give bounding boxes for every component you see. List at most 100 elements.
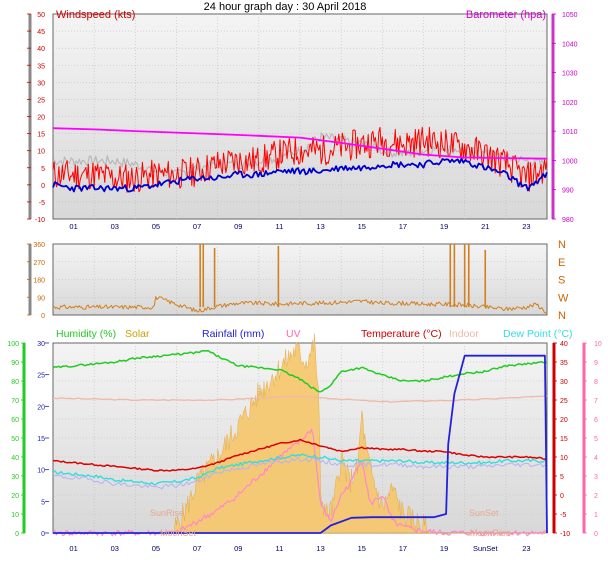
tick-label: 0 xyxy=(594,531,598,538)
tick-label: 20 xyxy=(11,493,19,500)
tick-label: 4 xyxy=(594,455,598,462)
tick-label: 5 xyxy=(41,166,45,173)
tick-label: 30 xyxy=(560,379,568,386)
tick-label: 10 xyxy=(560,455,568,462)
tick-label: 15 xyxy=(37,132,45,139)
tick-label: 10 xyxy=(37,468,45,475)
tick-label: 30 xyxy=(37,341,45,348)
legend-solar: Solar xyxy=(125,328,150,340)
x-tick-label: 23 xyxy=(522,544,530,553)
tick-label: 980 xyxy=(562,217,574,224)
tick-label: 10 xyxy=(11,512,19,519)
tick-label: -10 xyxy=(35,217,45,224)
tick-label: 10 xyxy=(594,341,602,348)
tick-label: 1040 xyxy=(562,41,578,48)
tick-label: 100 xyxy=(7,341,19,348)
x-tick-label: 05 xyxy=(152,222,160,231)
compass-label: S xyxy=(558,275,565,287)
tick-label: 40 xyxy=(37,46,45,53)
x-tick-label: 03 xyxy=(111,222,119,231)
tick-label: 0 xyxy=(560,493,564,500)
x-tick-label: 01 xyxy=(69,544,77,553)
tick-label: 2 xyxy=(594,493,598,500)
x-tick-label: 09 xyxy=(234,544,242,553)
annotation-sunset: SunSet xyxy=(469,508,499,518)
tick-label: 30 xyxy=(11,474,19,481)
tick-label: 0 xyxy=(41,183,45,190)
tick-label: 360 xyxy=(33,242,45,249)
tick-label: 0 xyxy=(15,531,19,538)
tick-label: 30 xyxy=(37,80,45,87)
tick-label: 25 xyxy=(560,398,568,405)
tick-label: 7 xyxy=(594,398,598,405)
tick-label: 0 xyxy=(41,531,45,538)
tick-label: -5 xyxy=(39,200,45,207)
x-tick-label: 11 xyxy=(276,222,284,231)
tick-label: 0 xyxy=(41,313,45,320)
x-tick-label: 19 xyxy=(440,222,448,231)
x-tick-label: 07 xyxy=(193,222,201,231)
x-tick-label: 17 xyxy=(399,222,407,231)
legend-rainfall: Rainfall (mm) xyxy=(202,328,264,340)
barometer-axis-title: Barometer (hpa) xyxy=(466,9,546,21)
x-tick-label: 05 xyxy=(152,544,160,553)
x-tick-label: 07 xyxy=(193,544,201,553)
indoor-line xyxy=(52,395,548,403)
tick-label: 6 xyxy=(594,417,598,424)
annotation-moonrise: MoonRise xyxy=(470,528,511,538)
tick-label: 15 xyxy=(560,436,568,443)
gust-line xyxy=(52,132,548,178)
compass-label: E xyxy=(558,257,565,269)
x-tick-label: 15 xyxy=(358,544,366,553)
tick-label: 40 xyxy=(11,455,19,462)
tick-label: 1030 xyxy=(562,71,578,78)
tick-label: 1050 xyxy=(562,12,578,19)
barometer-line xyxy=(52,127,548,160)
tick-label: 20 xyxy=(37,404,45,411)
legend-temperature: Temperature (°C) xyxy=(361,328,442,340)
tick-label: 20 xyxy=(37,115,45,122)
compass-label: N xyxy=(558,239,566,251)
tick-label: 10 xyxy=(37,149,45,156)
legend-dew-point: Dew Point (°C) xyxy=(503,328,573,340)
tick-label: 90 xyxy=(37,295,45,302)
x-tick-label: 13 xyxy=(316,544,324,553)
tick-label: 50 xyxy=(11,436,19,443)
legend-humidity: Humidity (%) xyxy=(56,328,116,340)
tick-label: 45 xyxy=(37,29,45,36)
tick-label: 180 xyxy=(33,278,45,285)
tick-label: 15 xyxy=(37,436,45,443)
x-tick-label: SunSet xyxy=(473,544,499,553)
tick-label: 5 xyxy=(41,499,45,506)
legend-indoor: Indoor xyxy=(449,328,479,340)
compass-label: N xyxy=(558,310,566,322)
x-tick-label: 01 xyxy=(69,222,77,231)
tick-label: 1 xyxy=(594,512,598,519)
tick-label: 1010 xyxy=(562,129,578,136)
x-tick-label: 23 xyxy=(522,222,530,231)
tick-label: 270 xyxy=(33,260,45,267)
tick-label: 70 xyxy=(11,398,19,405)
annotation-sunrise: SunRise xyxy=(150,508,184,518)
tick-label: 50 xyxy=(37,12,45,19)
x-tick-label: 17 xyxy=(399,544,407,553)
x-tick-label: 11 xyxy=(276,544,284,553)
tick-label: 8 xyxy=(594,379,598,386)
compass-label: W xyxy=(558,292,569,304)
dew-point-line xyxy=(52,453,548,486)
tick-label: 5 xyxy=(594,436,598,443)
annotation-moonset: MoonSet xyxy=(160,528,197,538)
windspeed-line xyxy=(52,126,548,193)
wind-average-line xyxy=(52,157,548,193)
tick-label: 80 xyxy=(11,379,19,386)
dew-point-shadow-line xyxy=(52,456,547,490)
temperature-line xyxy=(52,438,548,472)
tick-label: 25 xyxy=(37,373,45,380)
tick-label: 20 xyxy=(560,417,568,424)
tick-label: 60 xyxy=(11,417,19,424)
legend-uv: UV xyxy=(286,328,301,340)
tick-label: 3 xyxy=(594,474,598,481)
tick-label: 35 xyxy=(560,360,568,367)
